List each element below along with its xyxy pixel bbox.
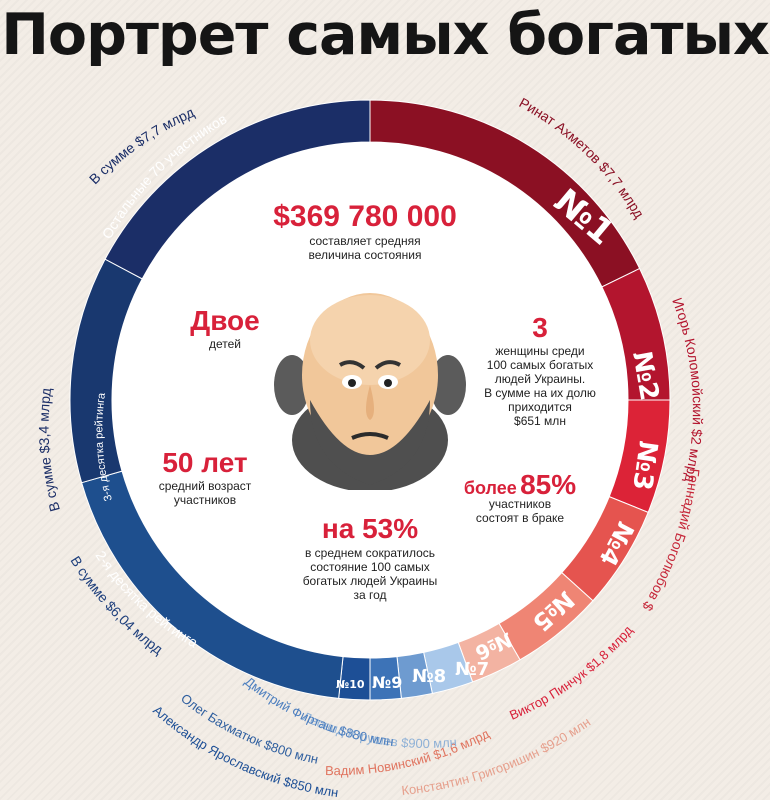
rank-label-10: №10 [336,678,365,691]
women-caption-1: женщины среди [495,344,585,358]
married-prefix: более [463,478,517,498]
married-caption-1: участников [488,497,552,511]
women-caption-6: $651 млн [514,414,566,428]
avg-wealth-stat: $369 780 000 составляет средняя величина… [255,200,475,262]
person-label-9: Олег Бахматюк $800 млн [178,691,319,767]
ring-segments [69,99,671,701]
page-title: Портрет самых богатых [1,2,770,68]
women-caption-2: 100 самых богатых [486,358,594,372]
rank-label-3: №3 [626,439,663,492]
avg-wealth-value: $369 780 000 [273,200,457,233]
married-stat: более 85% участников состоят в браке [445,471,595,526]
women-caption-3: людей Украины. [494,372,586,386]
women-value: 3 [532,312,548,343]
age-caption-2: участников [173,493,237,507]
married-value: 85% [520,469,577,500]
decline-caption-1: в среднем сократилось [304,546,436,560]
married-caption-2: состоят в браке [475,511,565,525]
avg-wealth-caption-1: составляет средняя [309,234,421,248]
bald-man-illustration [274,293,466,490]
age-value: 50 лет [162,447,248,478]
third-ten-outer-label: В сумме $3,4 млрд [36,387,63,513]
rank-label-7: №7 [455,659,489,680]
avg-wealth-caption-2: величина состояния [308,248,422,262]
decline-caption-4: за год [353,588,387,602]
rank-label-9: №9 [372,673,402,692]
decline-value: на 53% [321,513,419,544]
person-label-2: Игорь Коломойский $2 млрд [669,295,706,484]
children-value: Двое [190,305,260,336]
svg-text:Олег Бахматюк $800 млн: Олег Бахматюк $800 млн [178,691,319,767]
rank-label-8: №8 [412,666,446,687]
children-stat: Двое детей [160,305,290,351]
svg-text:В сумме $3,4 млрд: В сумме $3,4 млрд [36,387,63,513]
decline-caption-3: богатых людей Украины [302,574,438,588]
svg-text:Игорь Коломойский $2 млрд: Игорь Коломойский $2 млрд [669,295,706,484]
children-caption: детей [208,337,241,351]
age-caption-1: средний возраст [158,479,252,493]
decline-stat: на 53% в среднем сократилось состояние 1… [285,512,455,602]
women-stat: 3 женщины среди 100 самых богатых людей … [470,312,610,428]
women-caption-4: В сумме на их долю [484,386,596,400]
decline-caption-2: состояние 100 самых [310,560,430,574]
age-stat: 50 лет средний возраст участников [135,447,275,507]
women-caption-5: приходится [508,400,572,414]
